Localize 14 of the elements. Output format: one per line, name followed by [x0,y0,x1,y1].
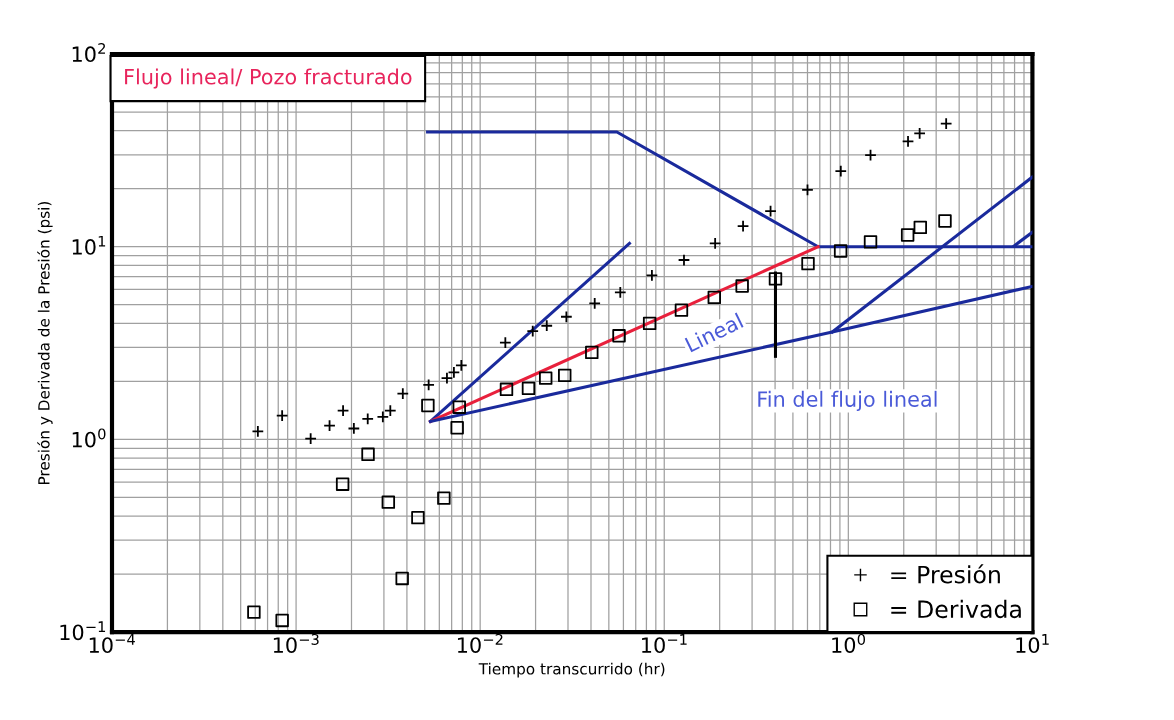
y-tick-label: 10$^{2}$ [72,42,105,63]
x-tick-label: 10$^{−1}$ [642,634,687,653]
y-tick-label: 10$^{0}$ [72,428,106,448]
annotation: Fin del flujo lineal [758,390,937,411]
x-tick-label: 10$^{0}$ [832,633,866,653]
x-axis-title: Tiempo transcurrido (hr) [478,662,665,678]
y-tick-label: 10$^{1}$ [72,235,106,255]
annotation: Flujo lineal/ Pozo fracturado [125,68,412,89]
x-tick-label: 10$^{−2}$ [457,633,503,653]
legend-label: = Presión [891,564,1000,584]
legend-label: = Derivada [891,599,1021,619]
x-tick-label: 10$^{1}$ [1016,634,1049,653]
x-tick-label: 10$^{−3}$ [273,633,319,653]
y-axis-title: Presión y Derivada de la Presión (psi) [37,201,53,485]
